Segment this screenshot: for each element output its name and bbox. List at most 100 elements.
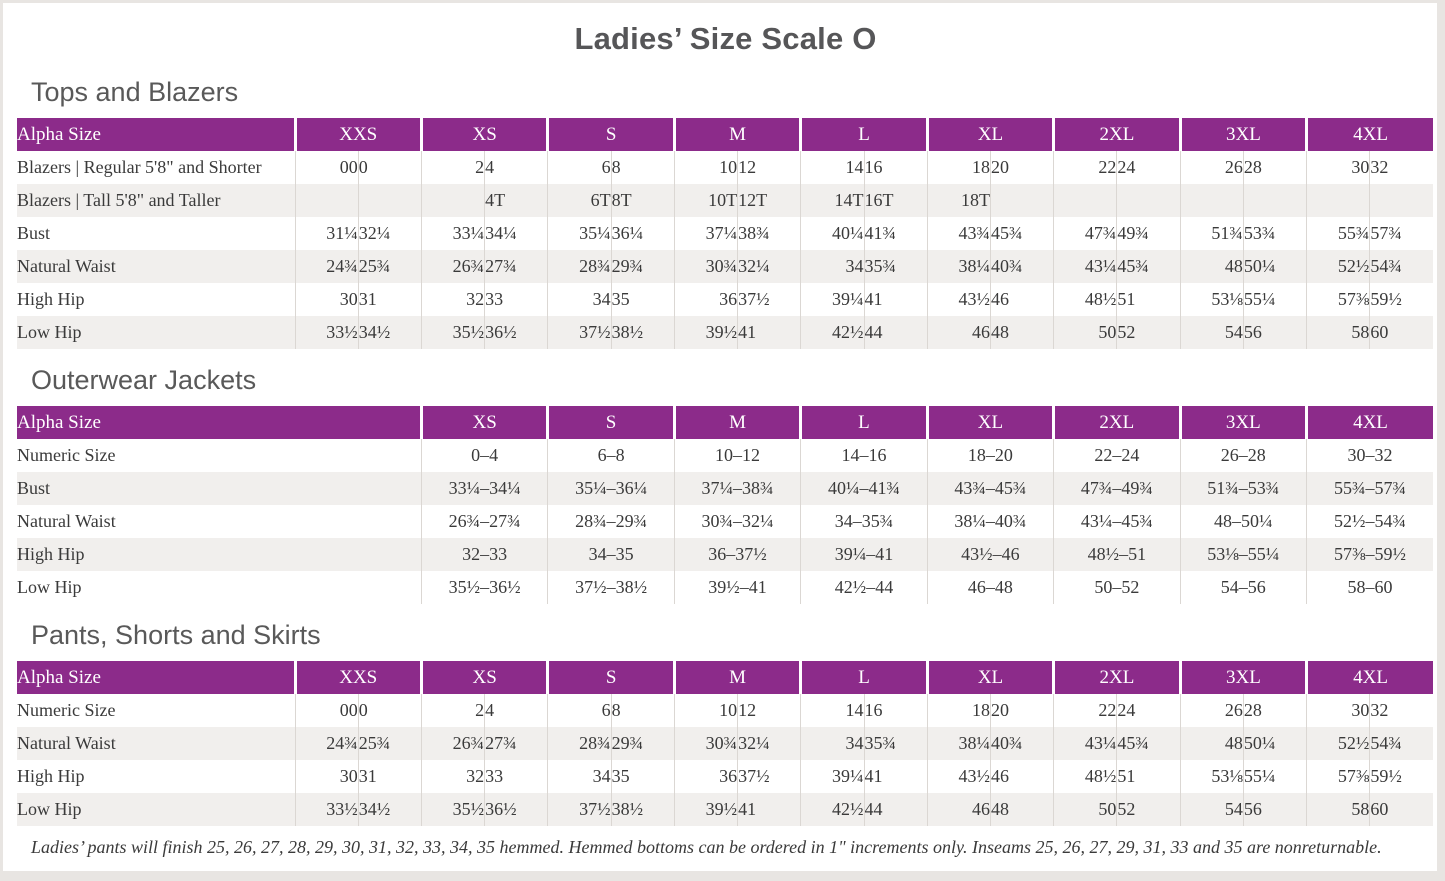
size-cell: 35½ bbox=[420, 793, 485, 826]
size-cell: 32 bbox=[1369, 151, 1434, 184]
size-cell: 34½ bbox=[357, 316, 422, 349]
size-cell bbox=[357, 184, 422, 217]
table-row: Numeric Size 00 0 2 4 6 8 10 12 14 16 18 20 22 24 26 28 3… bbox=[17, 694, 1434, 727]
size-cell: 54 bbox=[1179, 793, 1244, 826]
size-cell: 24 bbox=[1116, 694, 1181, 727]
size-header-m: M bbox=[672, 118, 801, 151]
size-cell: 36¼ bbox=[610, 217, 675, 250]
size-cell: 4T bbox=[484, 184, 548, 217]
size-cell: 6 bbox=[547, 694, 612, 727]
size-cell bbox=[1116, 184, 1181, 217]
size-cell: 26 bbox=[1179, 694, 1244, 727]
size-cell: 50¼ bbox=[1242, 250, 1307, 283]
size-cell: 0 bbox=[357, 151, 422, 184]
size-cell: 33¼ bbox=[420, 217, 485, 250]
size-cell: 55¾–57¾ bbox=[1305, 472, 1433, 505]
size-cell: 26¾ bbox=[420, 727, 485, 760]
section-heading: Outerwear Jackets bbox=[31, 365, 257, 395]
size-cell: 40¾ bbox=[989, 250, 1054, 283]
size-cell bbox=[1053, 184, 1117, 217]
size-cell: 41 bbox=[863, 760, 928, 793]
size-cell: 34–35 bbox=[547, 538, 675, 571]
row-label: Natural Waist bbox=[17, 256, 116, 276]
size-cell: 22 bbox=[1053, 151, 1117, 184]
size-cell: 55¾ bbox=[1306, 217, 1370, 250]
size-cell: 6–8 bbox=[547, 439, 675, 472]
size-cell: 40¼ bbox=[800, 217, 865, 250]
size-cell: 41¾ bbox=[863, 217, 928, 250]
page-title: Ladies’ Size Scale O bbox=[574, 21, 877, 56]
row-label: Blazers | Tall 5'8" and Taller bbox=[17, 190, 221, 210]
row-label: Low Hip bbox=[17, 577, 82, 597]
table-row: Blazers | Regular 5'8" and Shorter 00 0 2 4 6… bbox=[17, 151, 1434, 184]
size-cell: 43½ bbox=[926, 760, 991, 793]
size-cell: 31 bbox=[357, 283, 422, 316]
size-cell: 50–52 bbox=[1053, 571, 1181, 604]
size-cell: 37½–38½ bbox=[547, 571, 675, 604]
size-cell: 30 bbox=[1306, 694, 1370, 727]
size-cell: 47¾–49¾ bbox=[1053, 472, 1181, 505]
size-cell: 14–16 bbox=[800, 439, 928, 472]
size-header-xs: XS bbox=[419, 406, 548, 439]
row-label: Bust bbox=[17, 223, 51, 243]
size-cell: 4 bbox=[484, 151, 548, 184]
size-cell: 8 bbox=[610, 151, 675, 184]
size-cell: 38½ bbox=[610, 316, 675, 349]
size-chart-page: Ladies’ Size Scale O Tops and Blazers Al… bbox=[3, 3, 1437, 871]
size-cell: 30 bbox=[294, 283, 359, 316]
size-cell: 35¾ bbox=[863, 250, 928, 283]
size-cell: 35½ bbox=[420, 316, 485, 349]
tops-and-blazers-table: Alpha Size XXS XS S M L XL 2XL 3XL 4XL Blazers | R… bbox=[17, 118, 1434, 349]
size-cell: 00 bbox=[294, 694, 359, 727]
size-cell: 32 bbox=[420, 760, 485, 793]
table-row: High Hip 30 31 32 33 34 35 36 37½ 39¼ 41 43½ 46 48½ 51… bbox=[17, 283, 1434, 316]
size-cell: 48 bbox=[989, 793, 1054, 826]
size-header-m: M bbox=[672, 406, 801, 439]
size-cell: 38¼ bbox=[926, 250, 991, 283]
size-cell: 44 bbox=[863, 793, 928, 826]
size-cell: 46–48 bbox=[926, 571, 1054, 604]
size-header-4xl: 4XL bbox=[1305, 118, 1434, 151]
size-header-m: M bbox=[672, 661, 801, 694]
size-cell: 26¾–27¾ bbox=[420, 505, 548, 538]
size-cell: 52½ bbox=[1306, 727, 1370, 760]
size-cell: 32 bbox=[420, 283, 485, 316]
size-cell: 6T bbox=[547, 184, 612, 217]
size-cell: 32–33 bbox=[420, 538, 548, 571]
size-header-3xl: 3XL bbox=[1178, 661, 1307, 694]
row-label: High Hip bbox=[17, 289, 85, 309]
table-row: Natural Waist 24¾ 25¾ 26¾ 27¾ 28¾ 29¾ 30¾ 32¼ 34 3… bbox=[17, 250, 1434, 283]
size-cell: 16 bbox=[863, 694, 928, 727]
size-cell: 34–35¾ bbox=[800, 505, 928, 538]
size-cell: 4 bbox=[484, 694, 548, 727]
size-cell: 35¼ bbox=[547, 217, 612, 250]
size-cell: 46 bbox=[989, 283, 1054, 316]
size-cell: 14T bbox=[800, 184, 865, 217]
size-cell: 47¾ bbox=[1053, 217, 1117, 250]
size-cell: 48½–51 bbox=[1053, 538, 1181, 571]
size-cell: 51 bbox=[1116, 283, 1181, 316]
size-cell: 48½ bbox=[1053, 283, 1117, 316]
size-cell: 18 bbox=[926, 694, 991, 727]
row-label: Low Hip bbox=[17, 799, 82, 819]
size-cell: 42½–44 bbox=[800, 571, 928, 604]
size-cell: 32¼ bbox=[737, 250, 801, 283]
size-cell: 54 bbox=[1179, 316, 1244, 349]
size-cell: 30 bbox=[294, 760, 359, 793]
size-cell: 31 bbox=[357, 760, 422, 793]
size-cell: 53⅛–55¼ bbox=[1179, 538, 1307, 571]
size-cell: 41 bbox=[863, 283, 928, 316]
row-label: Blazers | Regular 5'8" and Shorter bbox=[17, 157, 262, 177]
size-cell: 33½ bbox=[294, 793, 359, 826]
size-cell: 44 bbox=[863, 316, 928, 349]
size-cell: 0 bbox=[357, 694, 422, 727]
size-cell: 33½ bbox=[294, 316, 359, 349]
section-heading: Pants, Shorts and Skirts bbox=[31, 620, 321, 650]
size-cell: 48–50¼ bbox=[1179, 505, 1307, 538]
size-header-xl: XL bbox=[925, 661, 1054, 694]
table-row: High Hip 32–33 34–35 36–37½ 39¼–41 43½–46 48½–… bbox=[17, 538, 1433, 571]
size-cell: 28¾ bbox=[547, 250, 612, 283]
size-header-l: L bbox=[799, 406, 928, 439]
size-cell: 43½–46 bbox=[926, 538, 1054, 571]
table-row: Blazers | Tall 5'8" and Taller 4T 6T 8T 10T 1… bbox=[17, 184, 1434, 217]
